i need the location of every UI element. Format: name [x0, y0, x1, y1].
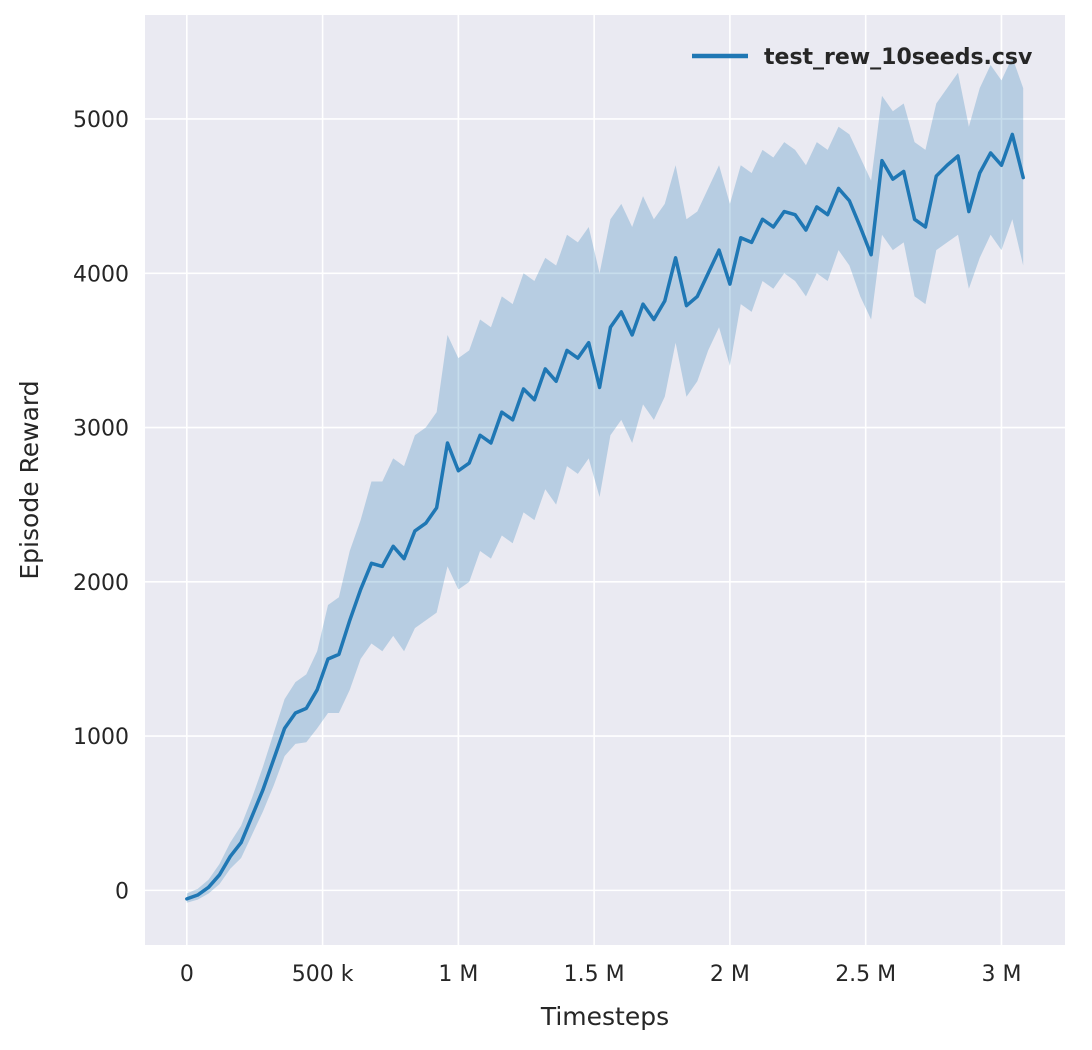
legend-label: test_rew_10seeds.csv [764, 45, 1033, 70]
legend: test_rew_10seeds.csv [692, 45, 1033, 70]
x-tick-label: 1.5 M [564, 962, 625, 987]
series-layer [185, 57, 1025, 903]
x-tick-label: 500 k [292, 962, 354, 987]
x-tick-label: 0 [180, 962, 194, 987]
mean-reward-line [185, 132, 1025, 901]
plot-area [145, 15, 1065, 945]
gridlines [145, 15, 1065, 945]
y-tick-label: 0 [115, 879, 129, 904]
y-tick-label: 2000 [73, 571, 129, 596]
x-tick-label: 2.5 M [835, 962, 896, 987]
x-tick-label: 3 M [981, 962, 1021, 987]
x-axis-label: Timesteps [540, 1002, 669, 1031]
tick-labels: 0 500 k 1 M 1.5 M 2 M 2.5 M 3 M 0 1000 2000 3000 40… [73, 108, 1021, 987]
confidence-band [186, 57, 1024, 903]
x-tick-label: 2 M [710, 962, 750, 987]
y-tick-label: 1000 [73, 725, 129, 750]
y-tick-label: 4000 [73, 262, 129, 287]
y-axis-label: Episode Reward [15, 380, 44, 579]
x-tick-label: 1 M [438, 962, 478, 987]
y-tick-label: 5000 [73, 108, 129, 133]
y-tick-label: 3000 [73, 417, 129, 442]
